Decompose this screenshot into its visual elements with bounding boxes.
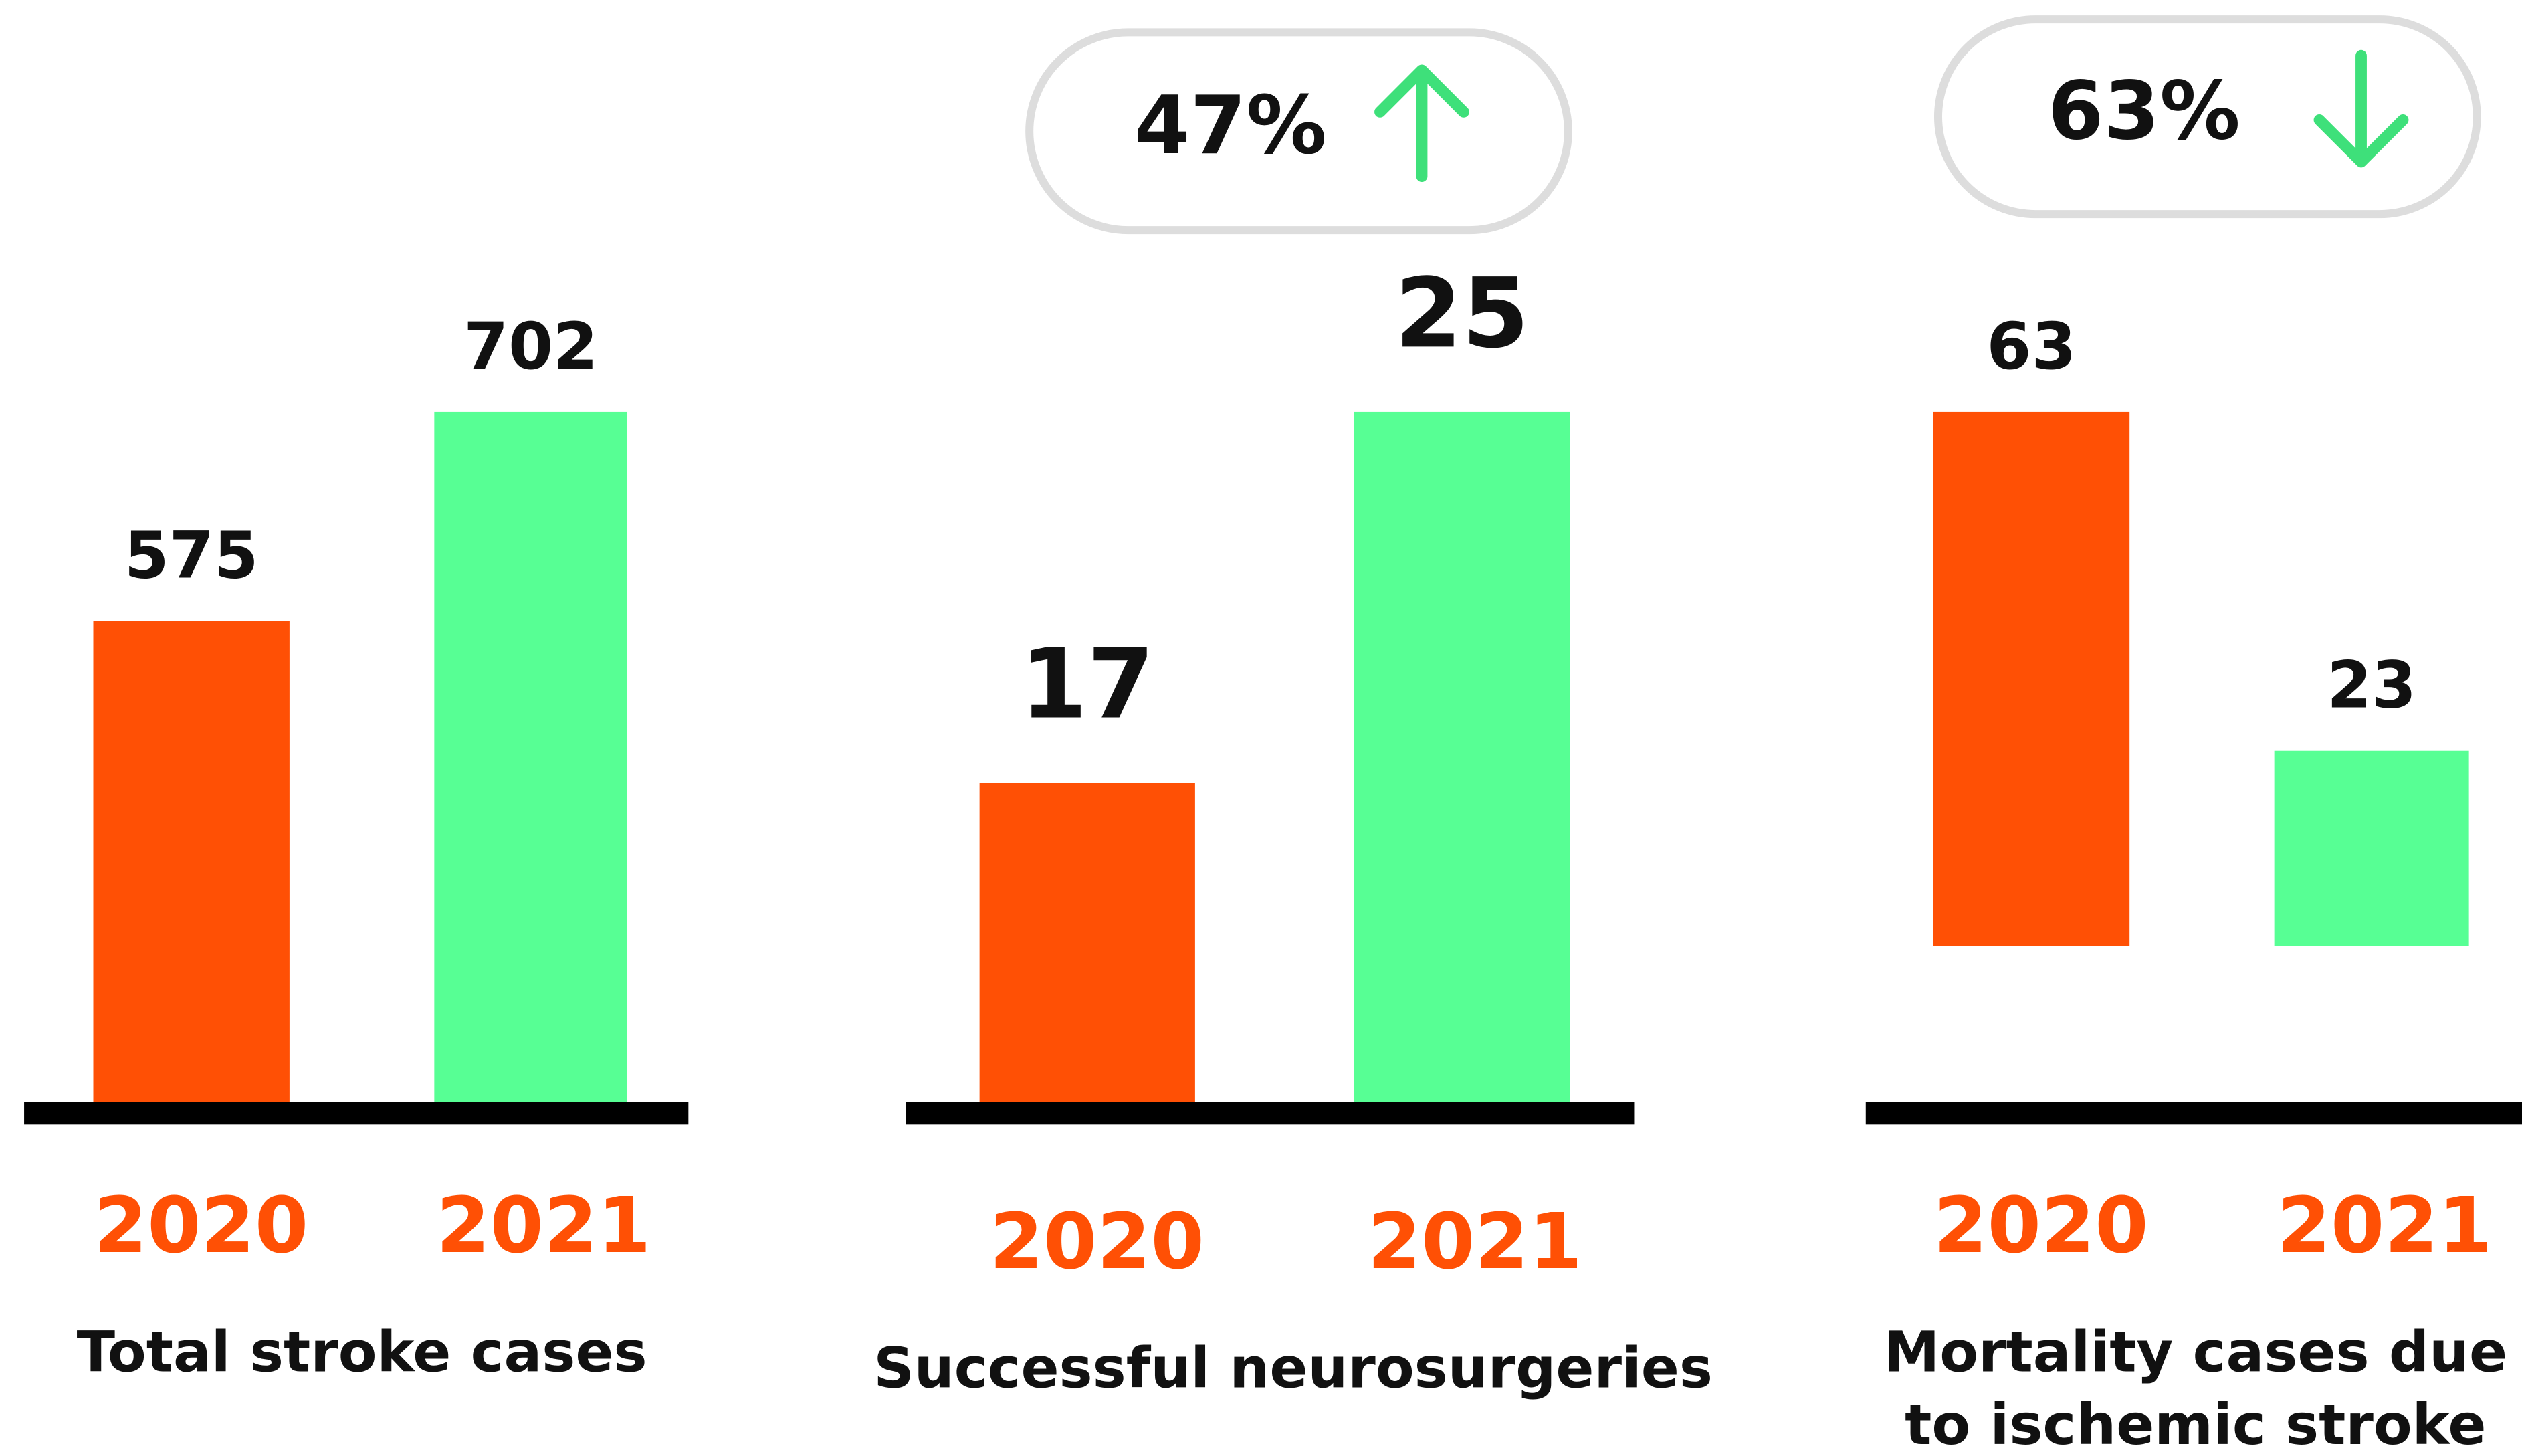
- caption: Successful neurosurgeries: [873, 1336, 1713, 1401]
- year-label: 2021: [2277, 1181, 2492, 1271]
- value-label: 575: [124, 518, 259, 593]
- baseline: [24, 1102, 689, 1125]
- year-label: 2020: [990, 1197, 1204, 1287]
- year-label: 2021: [1368, 1197, 1582, 1287]
- value-label: 25: [1395, 257, 1530, 370]
- arrow-icon: [2313, 49, 2409, 168]
- bar: [434, 411, 627, 1107]
- bar: [979, 783, 1195, 1107]
- badge-label: 63%: [2048, 64, 2240, 158]
- value-label: 702: [463, 309, 598, 384]
- badge: [1933, 15, 2481, 219]
- value-label: 63: [1987, 309, 2077, 384]
- year-label: 2021: [436, 1181, 651, 1271]
- baseline: [1865, 1102, 2522, 1125]
- value-label: 17: [1020, 628, 1154, 740]
- bar: [1933, 411, 2130, 946]
- badge-label: 47%: [1134, 79, 1327, 173]
- arrow-icon: [1374, 64, 1469, 183]
- bar: [2274, 750, 2469, 946]
- year-label: 2020: [1933, 1181, 2148, 1271]
- caption: to ischemic stroke: [1905, 1392, 2486, 1456]
- year-label: 2020: [94, 1181, 308, 1271]
- bar: [93, 621, 290, 1107]
- value-label: 23: [2327, 648, 2416, 723]
- caption: Total stroke cases: [77, 1320, 647, 1385]
- bar: [1354, 411, 1570, 1107]
- baseline: [906, 1102, 1635, 1125]
- caption: Mortality cases due: [1883, 1320, 2507, 1385]
